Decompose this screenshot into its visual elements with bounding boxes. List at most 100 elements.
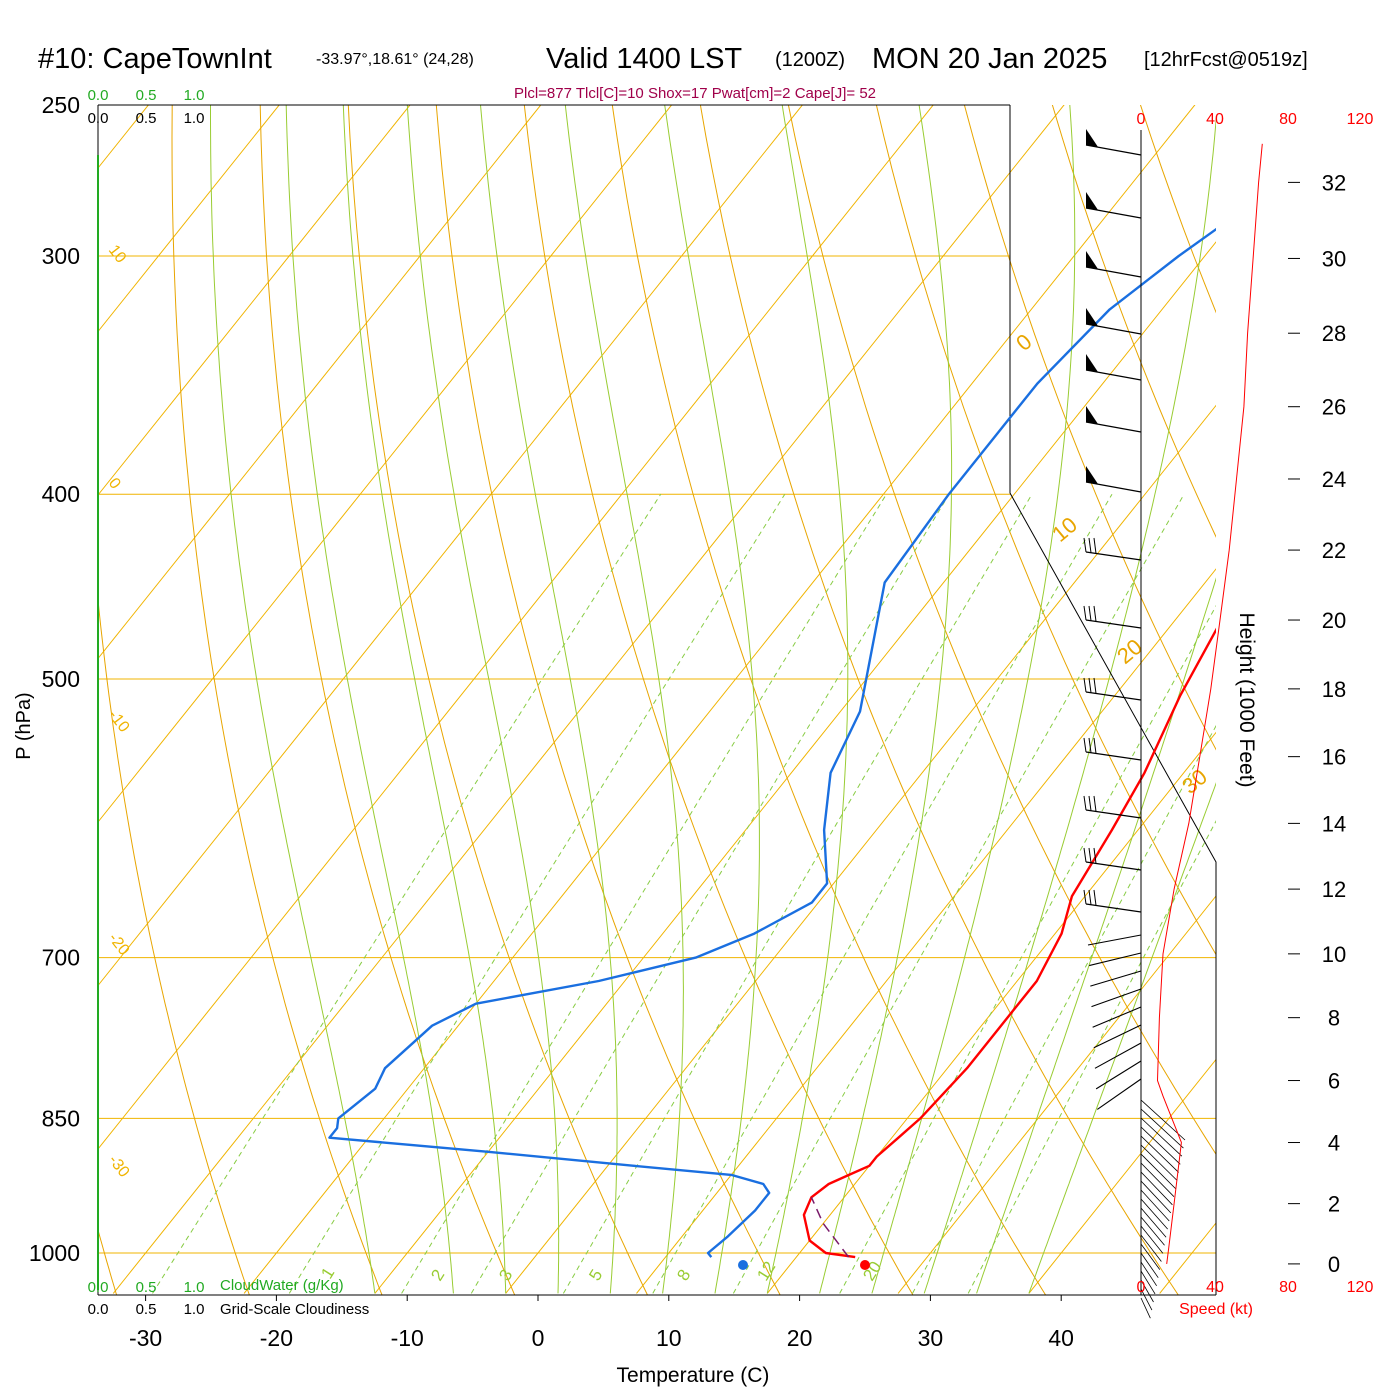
wind-barb <box>1092 1006 1142 1028</box>
moist-adiabat-line <box>210 105 376 1294</box>
theta-label: 10 <box>1047 512 1082 547</box>
cloudwater-scale-top: 0.0 0.5 1.0 0.0 0.5 1.0 <box>88 87 205 127</box>
wind-speed-profile <box>1156 143 1263 1264</box>
isotherm-label: -30 <box>105 1152 133 1181</box>
height-tick-18: 18 <box>1322 677 1346 702</box>
mixing-ratio-line <box>732 493 1185 1294</box>
isotherm-line <box>1159 1222 1216 1294</box>
temperature-axis: -30 -20 -10 0 10 20 30 40 <box>129 1295 1074 1351</box>
cl-top-tick-1: 0.5 <box>136 110 157 127</box>
pressure-tick-1000: 1000 <box>29 1240 80 1266</box>
temp-tick-30: 30 <box>918 1325 944 1351</box>
wind-barb-feather <box>1083 795 1087 811</box>
wind-barb-feather <box>1093 737 1097 754</box>
wind-barb <box>1140 1117 1183 1157</box>
pressure-tick-700: 700 <box>42 945 80 971</box>
cl-top-tick-0: 0.0 <box>88 110 109 127</box>
wind-barb <box>1096 1078 1142 1110</box>
dry-adiabat-line <box>875 105 1216 956</box>
cl-bottom-tick-0: 0.0 <box>88 1301 109 1318</box>
wind-barb <box>1140 1297 1151 1319</box>
theta-label: 30 <box>1177 764 1212 799</box>
wind-barb-flag <box>1086 354 1098 372</box>
isotherm-line <box>112 105 1065 1294</box>
mixing-ratio-label: 8 <box>673 1266 694 1284</box>
wind-barb <box>1140 1279 1154 1303</box>
isobar-grid <box>98 255 1216 1254</box>
wind-barb <box>1093 1024 1142 1049</box>
theta-label: 0 <box>1011 329 1036 356</box>
height-tick-16: 16 <box>1322 745 1346 770</box>
isotherm-label: 0 <box>105 475 124 493</box>
moist-adiabat-line <box>285 105 454 1294</box>
wind-barb-feather <box>1083 605 1087 621</box>
wind-barb <box>1140 1108 1184 1149</box>
station-title: #10: CapeTownInt <box>38 43 272 75</box>
wind-barb <box>1087 934 1142 946</box>
height-tick-24: 24 <box>1322 467 1346 492</box>
isotherm-line <box>98 105 411 496</box>
temperature-axis-label: Temperature (C) <box>617 1364 770 1387</box>
mixing-ratio-label: 3 <box>495 1266 516 1284</box>
station-coords: -33.97°,18.61° (24,28) <box>316 51 474 68</box>
isotherm-line <box>505 404 1216 1294</box>
wind-barb-flag <box>1086 406 1098 424</box>
moist-adiabat-line <box>819 105 953 1294</box>
wind-barb <box>1085 369 1142 381</box>
wind-barb <box>1140 1234 1162 1262</box>
wind-barb-feather <box>1088 537 1092 553</box>
height-tick-8: 8 <box>1328 1006 1340 1031</box>
height-tick-14: 14 <box>1322 811 1346 836</box>
pressure-tick-400: 400 <box>42 481 80 507</box>
wind-barb <box>1140 1153 1176 1189</box>
height-tick-12: 12 <box>1322 877 1346 902</box>
wind-barb <box>1090 970 1142 987</box>
isotherm-line <box>766 731 1216 1294</box>
speed-label: Speed (kt) <box>1179 1301 1253 1318</box>
wind-barb-feather <box>1088 795 1092 811</box>
surface-temperature-dot <box>860 1260 870 1270</box>
mixing-ratio-line <box>288 493 786 1294</box>
dry-adiabat-line <box>963 105 1216 751</box>
speed-tick-bottom-80: 80 <box>1279 1279 1297 1296</box>
wind-barb-feather <box>1083 889 1087 905</box>
cloudiness-label: Grid-Scale Cloudiness <box>220 1301 369 1318</box>
wind-barb-feather <box>1088 889 1092 905</box>
temp-tick--10: -10 <box>391 1325 424 1351</box>
speed-tick-bottom-120: 120 <box>1347 1279 1374 1296</box>
moist-adiabat-line <box>976 577 1216 1294</box>
wind-barb <box>1140 1171 1173 1206</box>
pressure-tick-250: 250 <box>42 92 80 118</box>
wind-barb <box>1140 1180 1172 1214</box>
moist-adiabat-line <box>342 105 507 1294</box>
temp-tick--30: -30 <box>129 1325 162 1351</box>
mixing-ratio-line <box>967 820 1216 1294</box>
wind-barb-feather <box>1083 537 1087 553</box>
wind-barb <box>1140 1144 1178 1181</box>
temp-tick-10: 10 <box>656 1325 682 1351</box>
wind-barb <box>1085 751 1142 761</box>
wind-barb <box>1085 619 1142 629</box>
valid-time: Valid 1400 LST <box>546 43 742 75</box>
pressure-axis: 250 300 400 500 700 850 1000 <box>29 92 80 1266</box>
dry-adiabat-line <box>259 105 516 1295</box>
height-axis-label: Height (1000 Feet) <box>1235 612 1258 787</box>
mixing-ratio-line <box>562 493 1033 1294</box>
plot-frame <box>97 104 1217 1296</box>
height-tick-4: 4 <box>1328 1131 1340 1156</box>
height-tick-26: 26 <box>1322 395 1346 420</box>
wind-barb-flag <box>1086 129 1098 147</box>
speed-tick-bottom-0: 0 <box>1137 1279 1146 1296</box>
mixing-ratio-line <box>152 493 662 1294</box>
dry-adiabat-line <box>347 105 649 1295</box>
dry-adiabat-line <box>699 105 1179 1295</box>
valid-date: MON 20 Jan 2025 <box>872 43 1107 75</box>
wind-barb-feather <box>1093 677 1097 694</box>
wind-barb <box>1091 988 1142 1008</box>
frame-right-boundary <box>1009 105 1217 1295</box>
isotherm-line <box>897 895 1216 1294</box>
isotherm-line <box>98 105 150 169</box>
isotherm-line <box>1028 1058 1216 1294</box>
height-tick-0: 0 <box>1328 1252 1340 1277</box>
